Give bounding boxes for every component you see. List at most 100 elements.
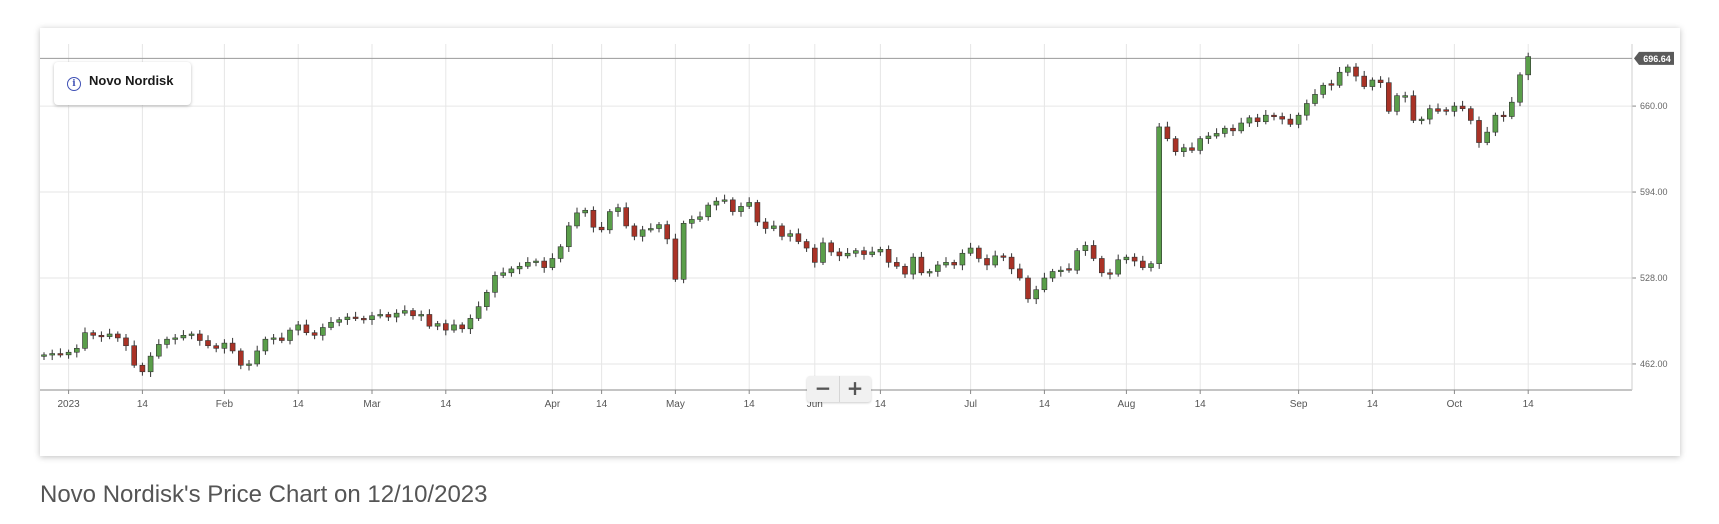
candle-body [967,247,974,254]
price-chart[interactable]: 462.00 528.00 594.00 660.00 2023 14 Feb 14 Mar 14… [40,28,1680,456]
zoom-out-button[interactable]: − [807,376,840,402]
candle-body [557,246,564,259]
candle-body [508,268,515,274]
candle-body [393,312,400,318]
candle-body [1443,109,1449,112]
candle-body [1074,250,1080,271]
candle-body [303,324,310,333]
candle-body [1172,138,1179,152]
candle-body [1164,126,1171,139]
x-tick-label: Feb [216,399,234,410]
candle-body [836,251,843,257]
candle-body [180,335,187,339]
candle-body [1345,66,1351,73]
x-tick-label: 14 [440,399,452,410]
candle-body [500,272,507,276]
candle-body [1090,245,1097,259]
candle-body [426,314,433,327]
candle-body [1082,245,1089,251]
candle-body [459,324,466,330]
candle-body [90,332,97,336]
x-tick-label: 14 [293,399,305,410]
candle-body [319,327,326,336]
candle-body [639,229,646,237]
candle-body [1238,122,1244,132]
candle-body [893,262,900,267]
candle-body [844,252,851,257]
candle-body [631,225,638,237]
candle-body [401,310,408,314]
candle-body [598,226,605,231]
candle-body [1517,74,1523,103]
y-tick-label: 660.00 [1640,101,1668,111]
candle-body [188,333,195,336]
x-tick-label: 14 [137,399,149,410]
x-tick-label: May [666,399,685,410]
candle-body [1131,256,1138,262]
candle-body [582,209,589,214]
candle-body [1427,108,1433,120]
candle-body [1230,127,1236,132]
x-tick-label: Mar [363,399,381,410]
candle-body [156,344,162,357]
candle-body [82,332,88,349]
y-tick-label: 528.00 [1640,273,1668,283]
candle-body [451,324,457,331]
candle-body [1402,95,1408,98]
candle-body [1197,138,1203,151]
candle-body [787,233,794,237]
x-tick-label: 14 [596,399,608,410]
candle-body [688,219,695,224]
candle-body [369,315,375,320]
candle-body [590,209,597,228]
candle-body [1492,114,1499,133]
candle-body [434,323,441,327]
candle-body [57,353,64,356]
candle-body [352,316,359,319]
candle-body [418,314,425,317]
chart-panel: 462.00 528.00 594.00 660.00 2023 14 Feb 14 Mar 14… [40,28,1680,456]
chart-legend: i Novo Nordisk [54,62,191,105]
candle-body [672,238,679,280]
candle-body [1418,118,1425,121]
zoom-in-button[interactable]: + [846,376,864,400]
x-tick-label: Apr [545,399,561,410]
x-tick-label: 14 [1523,399,1535,410]
candle-body [262,338,269,352]
candle-body [647,228,654,231]
candle-body [1369,79,1376,87]
candle-body [811,247,818,263]
candle-body [1279,116,1285,120]
candle-body [254,350,260,365]
candle-body [1254,117,1261,123]
candle-body [1205,135,1212,139]
candle-body [1509,101,1515,117]
x-tick-label: 14 [1195,399,1207,410]
last-price-badge [1634,51,1674,65]
candle-body [746,202,753,207]
candle-body [73,348,80,353]
candle-body [328,321,334,328]
candle-body [1295,114,1302,125]
candle-body [803,241,810,249]
candle-body [1008,256,1015,270]
candle-body [1459,105,1466,109]
candle-body [877,249,884,253]
candle-body [738,206,744,212]
x-tick-label: 14 [1367,399,1379,410]
candle-body [754,202,761,223]
candle-body [1148,263,1154,268]
candle-body [984,258,990,266]
candle-body [123,337,129,347]
candle-body [852,250,859,254]
candle-body [1451,105,1458,112]
info-icon[interactable]: i [67,77,81,91]
candle-body [1263,114,1269,123]
candle-body [1304,103,1310,116]
candle-body [1181,147,1187,152]
candle-body [664,224,671,240]
candle-body [1435,108,1441,112]
candle-body [139,364,146,373]
candle-body [795,233,802,242]
candle-body [98,335,105,338]
